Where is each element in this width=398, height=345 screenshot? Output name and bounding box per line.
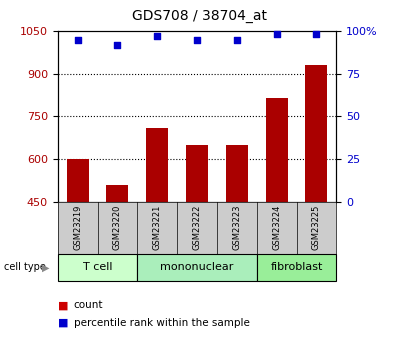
Text: cell type: cell type: [4, 263, 46, 272]
Point: [154, 33, 160, 39]
Bar: [146, 128, 168, 202]
Text: mononuclear: mononuclear: [160, 263, 234, 272]
Text: ▶: ▶: [42, 263, 49, 272]
Text: GSM23219: GSM23219: [73, 205, 82, 250]
Text: count: count: [74, 300, 103, 310]
Text: fibroblast: fibroblast: [270, 263, 323, 272]
Point: [194, 37, 200, 42]
Point: [74, 37, 81, 42]
Bar: [107, 185, 129, 202]
Bar: [66, 159, 89, 202]
Point: [234, 37, 240, 42]
Bar: [306, 65, 327, 202]
Bar: [58, 254, 137, 281]
Text: GDS708 / 38704_at: GDS708 / 38704_at: [131, 9, 267, 23]
Bar: [137, 254, 257, 281]
Bar: [257, 254, 336, 281]
Bar: [186, 145, 208, 202]
Text: T cell: T cell: [83, 263, 112, 272]
Text: GSM23225: GSM23225: [312, 205, 321, 250]
Bar: [226, 145, 248, 202]
Text: percentile rank within the sample: percentile rank within the sample: [74, 318, 250, 327]
Text: GSM23220: GSM23220: [113, 205, 122, 250]
Text: GSM23223: GSM23223: [232, 205, 241, 250]
Bar: [266, 98, 287, 202]
Text: GSM23221: GSM23221: [153, 205, 162, 250]
Point: [114, 42, 121, 48]
Point: [313, 32, 320, 37]
Point: [273, 32, 280, 37]
Text: GSM23224: GSM23224: [272, 205, 281, 250]
Text: GSM23222: GSM23222: [193, 205, 201, 250]
Text: ■: ■: [58, 300, 68, 310]
Text: ■: ■: [58, 318, 68, 327]
